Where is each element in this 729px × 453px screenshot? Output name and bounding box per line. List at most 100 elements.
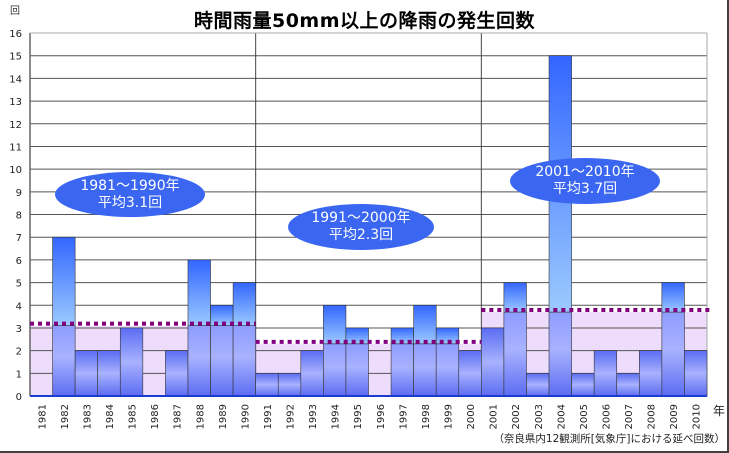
- y-tick-label: 12: [9, 120, 22, 131]
- x-tick-label: 1991: [263, 404, 274, 429]
- source-note: （奈良県内12観測所[気象庁]における延べ回数）: [493, 433, 725, 445]
- bar-base-segment: [548, 311, 572, 397]
- y-tick-label: 8: [16, 211, 22, 222]
- x-tick-label: 1987: [173, 404, 184, 429]
- x-tick-label: 2004: [556, 404, 567, 429]
- x-tick-label: 1998: [421, 404, 432, 429]
- y-tick-label: 9: [16, 188, 22, 199]
- bar: [232, 282, 256, 326]
- decade-range-label: 2001～2010年: [535, 164, 635, 180]
- decade-bubble-1981-1990: 1981～1990年 平均3.1回: [55, 172, 205, 217]
- bar: [255, 373, 279, 397]
- x-tick-label: 2010: [692, 404, 703, 429]
- bar-base-segment: [661, 311, 685, 397]
- bar: [323, 304, 347, 345]
- decade-bubble-2001-2010: 2001～2010年 平均3.7回: [510, 158, 660, 204]
- y-tick-label: 0: [16, 392, 22, 403]
- y-tick-label: 4: [16, 301, 22, 312]
- x-tick-label: 1985: [128, 404, 139, 429]
- y-tick-label: 11: [9, 142, 22, 153]
- bar: [97, 350, 121, 397]
- bar: [435, 327, 460, 345]
- x-tick-label: 2002: [511, 404, 522, 429]
- bar: [661, 282, 685, 313]
- bar: [165, 350, 189, 397]
- bar: [413, 304, 437, 345]
- y-tick-label: 2: [16, 347, 22, 358]
- decade-range-label: 1981～1990年: [80, 177, 180, 194]
- x-tick-label: 1988: [195, 404, 206, 429]
- decade-average-label: 平均3.1回: [97, 194, 163, 211]
- x-tick-label: 1982: [60, 404, 71, 429]
- decade-average-label: 平均2.3回: [328, 227, 394, 243]
- y-tick-label: 10: [9, 165, 22, 176]
- decade-average-label: 平均3.7回: [552, 181, 618, 197]
- y-unit-label: 回: [10, 6, 20, 17]
- bar: [593, 350, 618, 397]
- chart-title: 時間雨量50mm以上の降雨の発生回数: [193, 10, 536, 32]
- bar: [187, 259, 211, 326]
- y-tick-label: 6: [16, 256, 22, 267]
- decade-bubble-1991-2000: 1991～2000年 平均2.3回: [288, 204, 434, 250]
- bar: [74, 350, 98, 397]
- y-tick-label: 15: [9, 52, 22, 63]
- x-tick-labels: 1981 1982 1983 1984 1985 1986 1987 1988 1989 1990…: [37, 404, 702, 429]
- bar: [119, 327, 144, 397]
- bar: [503, 282, 527, 313]
- bar-base-segment: [503, 311, 527, 397]
- bar-base-segment: [390, 343, 414, 397]
- x-tick-label: 1994: [331, 404, 342, 429]
- bar: [526, 373, 550, 397]
- bar: [210, 304, 234, 326]
- bar-base-segment: [413, 343, 437, 397]
- bars: [30, 55, 708, 397]
- x-tick-label: 2000: [466, 404, 477, 429]
- bar: [277, 373, 302, 397]
- y-tick-label: 13: [9, 97, 22, 108]
- bar-base-segment: [187, 325, 211, 397]
- x-tick-label: 1986: [150, 404, 161, 429]
- x-tick-label: 2009: [669, 404, 680, 429]
- bar: [458, 350, 482, 397]
- y-tick-label: 5: [16, 279, 22, 290]
- bar: [638, 350, 663, 397]
- x-tick-label: 1983: [82, 404, 93, 429]
- decade-range-label: 1991～2000年: [311, 210, 411, 226]
- x-tick-label: 1995: [353, 404, 364, 429]
- x-tick-label: 2006: [601, 404, 612, 429]
- bar-base-segment: [52, 325, 76, 397]
- bar: [481, 327, 505, 397]
- x-tick-label: 2007: [624, 404, 635, 429]
- x-tick-label: 1999: [443, 404, 454, 429]
- x-tick-label: 1997: [398, 404, 409, 429]
- bar: [300, 350, 324, 397]
- bar-base-segment: [210, 325, 234, 397]
- x-tick-label: 2001: [489, 404, 500, 429]
- bar: [571, 373, 595, 397]
- x-tick-label: 1996: [376, 404, 387, 429]
- bar: [345, 327, 369, 345]
- bar-base-segment: [435, 343, 460, 397]
- x-tick-label: 2003: [534, 404, 545, 429]
- bar: [52, 236, 76, 326]
- x-tick-label: 1993: [308, 404, 319, 429]
- x-tick-label: 1981: [37, 404, 48, 429]
- y-tick-label: 14: [9, 74, 22, 85]
- x-tick-label: 1992: [286, 404, 297, 429]
- x-tick-label: 2005: [579, 404, 590, 429]
- x-tick-label: 1989: [218, 404, 229, 429]
- y-tick-label: 7: [16, 233, 22, 244]
- x-tick-label: 2008: [647, 404, 658, 429]
- x-tick-label: 1984: [105, 404, 116, 429]
- bar-base-segment: [232, 325, 256, 397]
- bar-base-segment: [345, 343, 369, 397]
- bar: [616, 373, 640, 397]
- bar: [684, 350, 708, 397]
- y-tick-label: 1: [16, 369, 22, 380]
- x-tick-label: 1990: [240, 404, 251, 429]
- y-tick-label: 16: [9, 29, 22, 40]
- y-tick-label: 3: [16, 324, 22, 335]
- bar-base-segment: [323, 343, 347, 397]
